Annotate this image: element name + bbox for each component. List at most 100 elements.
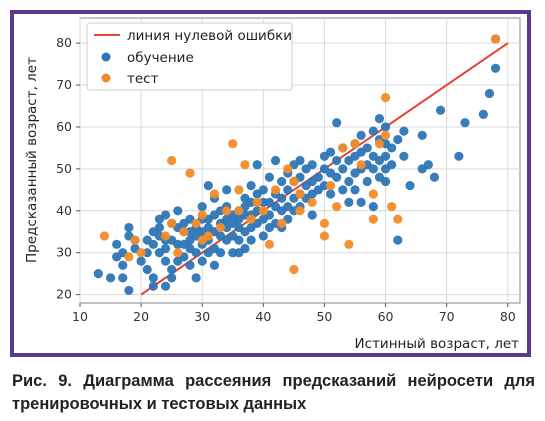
train-point — [356, 130, 366, 140]
test-point — [338, 143, 348, 153]
x-tick-label: 40 — [255, 309, 271, 324]
legend-marker-test — [101, 73, 111, 83]
train-point — [374, 113, 385, 124]
y-tick-label: 20 — [56, 287, 72, 302]
train-point — [332, 118, 342, 128]
test-point — [387, 202, 397, 212]
train-point — [197, 256, 207, 266]
train-point — [368, 126, 378, 136]
test-point — [203, 231, 213, 241]
legend-label-zero-line: линия нулевой ошибки — [127, 28, 292, 44]
train-point — [454, 151, 464, 161]
train-point — [393, 134, 403, 145]
x-tick-label: 80 — [500, 309, 516, 324]
train-point — [246, 181, 256, 191]
train-point — [234, 235, 244, 245]
train-point — [167, 264, 177, 275]
test-point — [368, 214, 378, 224]
train-point — [118, 273, 128, 283]
legend-label-test: тест — [127, 71, 159, 87]
y-tick-label: 50 — [56, 161, 72, 176]
train-point — [283, 185, 293, 195]
train-point — [478, 109, 488, 119]
test-point — [191, 218, 201, 228]
train-point — [160, 243, 171, 254]
x-axis-ticks: 10 20 30 40 50 60 70 80 — [72, 303, 516, 324]
train-point — [191, 273, 201, 283]
y-axis-ticks: 20 30 40 50 60 70 80 — [56, 35, 80, 302]
train-point — [332, 172, 342, 182]
train-point — [160, 281, 171, 291]
test-point — [307, 197, 317, 208]
train-point — [460, 118, 470, 128]
train-point — [222, 185, 232, 195]
train-point — [387, 143, 397, 153]
train-point — [148, 239, 158, 249]
x-tick-label: 70 — [439, 309, 455, 324]
train-point — [154, 222, 165, 233]
train-point — [405, 181, 415, 191]
test-point — [393, 214, 403, 224]
train-point — [124, 285, 134, 296]
train-point — [142, 264, 152, 275]
test-point — [368, 189, 378, 199]
train-point — [362, 176, 372, 187]
train-point — [203, 181, 213, 191]
train-point — [270, 155, 281, 166]
test-point — [350, 139, 360, 149]
test-point — [356, 160, 366, 170]
train-point — [167, 273, 177, 283]
test-point — [179, 227, 189, 237]
train-point — [417, 130, 427, 140]
train-point — [423, 160, 433, 170]
train-point — [295, 155, 305, 166]
test-point — [228, 139, 238, 149]
test-point — [160, 231, 171, 241]
x-tick-label: 60 — [378, 309, 394, 324]
train-point — [124, 222, 134, 233]
y-axis-label: Предсказанный возраст, лет — [24, 57, 40, 263]
train-point — [338, 185, 348, 195]
test-point — [136, 248, 146, 258]
train-point — [399, 151, 409, 161]
test-point — [380, 93, 391, 103]
train-point — [148, 273, 158, 283]
train-point — [380, 151, 391, 161]
test-point — [319, 231, 330, 241]
legend-label-train: обучение — [127, 50, 194, 66]
train-point — [160, 256, 171, 266]
test-point — [325, 181, 336, 191]
test-point — [289, 264, 299, 275]
train-point — [277, 176, 287, 187]
test-point — [167, 218, 177, 228]
train-point — [246, 235, 256, 245]
test-point — [270, 185, 281, 195]
train-point — [490, 63, 501, 73]
test-point — [167, 155, 177, 166]
test-point — [344, 239, 354, 249]
train-point — [136, 256, 146, 266]
y-tick-label: 80 — [56, 35, 72, 50]
y-tick-label: 70 — [56, 77, 72, 92]
train-point — [356, 197, 366, 208]
train-point — [350, 185, 360, 195]
train-point — [191, 248, 201, 258]
train-point — [160, 210, 171, 220]
train-point — [277, 193, 287, 203]
x-axis-label: Истинный возраст, лет — [355, 336, 520, 352]
train-point — [387, 160, 397, 170]
test-point — [295, 206, 305, 216]
x-tick-label: 20 — [133, 309, 149, 324]
train-point — [118, 260, 128, 270]
test-point — [197, 210, 207, 220]
y-tick-label: 60 — [56, 119, 72, 134]
test-point — [277, 218, 287, 228]
train-point — [484, 88, 495, 99]
train-point — [429, 172, 440, 182]
test-point — [234, 206, 244, 216]
train-point — [307, 210, 317, 220]
train-point — [197, 202, 207, 212]
train-point — [325, 147, 336, 157]
test-point — [374, 139, 385, 149]
y-tick-label: 40 — [56, 203, 72, 218]
